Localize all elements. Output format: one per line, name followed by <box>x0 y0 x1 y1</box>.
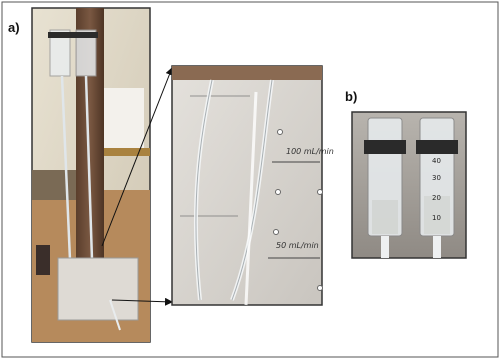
zoom-arrow <box>111 297 173 306</box>
syringe-graduation: 20 <box>432 194 441 202</box>
flow-label: 100 mL/min <box>286 147 334 156</box>
syringe-graduation: 30 <box>432 174 441 182</box>
photo-tubes <box>171 65 323 306</box>
flow-label: 50 mL/min <box>276 241 319 250</box>
syringe-graduation: 10 <box>432 214 441 222</box>
zoom-arrow <box>101 67 174 247</box>
photo-setup <box>31 7 151 343</box>
panel-label: b) <box>345 89 357 104</box>
panel-label: a) <box>8 20 20 35</box>
photo-syringes <box>351 111 467 259</box>
syringe-graduation: 40 <box>432 157 441 165</box>
